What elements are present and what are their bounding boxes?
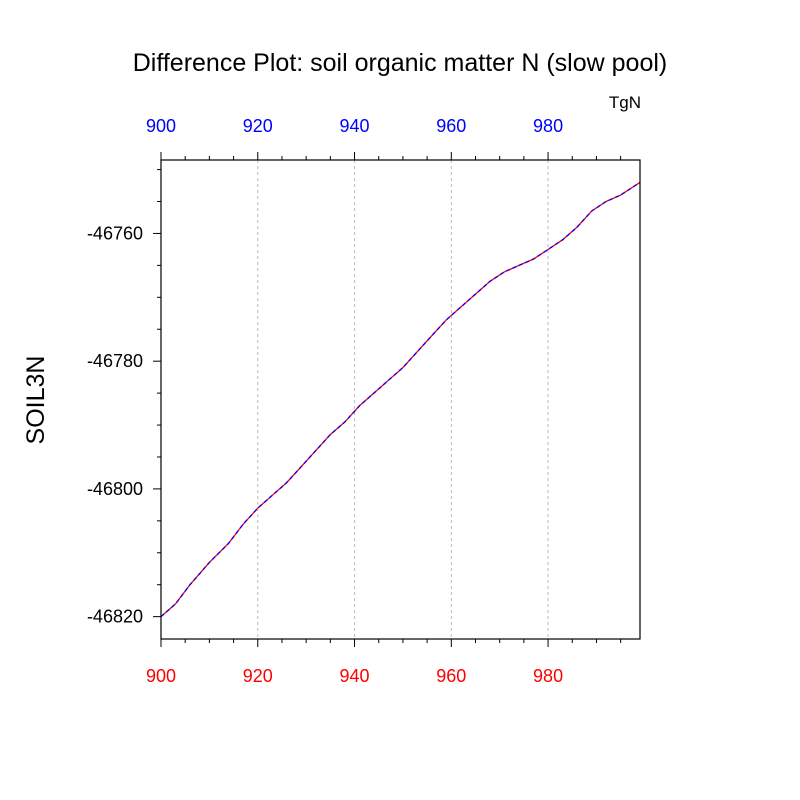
plot-frame: [160, 159, 641, 640]
units-label: TgN: [609, 93, 641, 112]
x-tick-label-top: 920: [243, 116, 273, 136]
x-tick-label-top: 980: [533, 116, 563, 136]
x-tick-label-bottom: 900: [146, 666, 176, 686]
series-line-1: [160, 181, 641, 618]
grid: [257, 160, 549, 639]
series-layer: [160, 181, 641, 618]
y-tick-label: -46780: [87, 351, 143, 371]
series-line-2: [160, 181, 641, 618]
x-tick-label-bottom: 940: [340, 666, 370, 686]
chart-title: Difference Plot: soil organic matter N (…: [133, 49, 667, 77]
x-tick-label-bottom: 920: [243, 666, 273, 686]
y-tick-label: -46800: [87, 479, 143, 499]
y-tick-label: -46760: [87, 223, 143, 243]
y-axis-label: SOIL3N: [22, 356, 50, 445]
x-tick-label-bottom: 980: [533, 666, 563, 686]
x-tick-label-top: 960: [436, 116, 466, 136]
ticks: [153, 152, 622, 647]
y-tick-label: -46820: [87, 607, 143, 627]
x-tick-label-bottom: 960: [436, 666, 466, 686]
x-tick-label-top: 900: [146, 116, 176, 136]
tick-labels: 900 920 940 960 980 900 920 940 960 980 -46760 -467…: [87, 116, 563, 686]
x-tick-label-top: 940: [340, 116, 370, 136]
